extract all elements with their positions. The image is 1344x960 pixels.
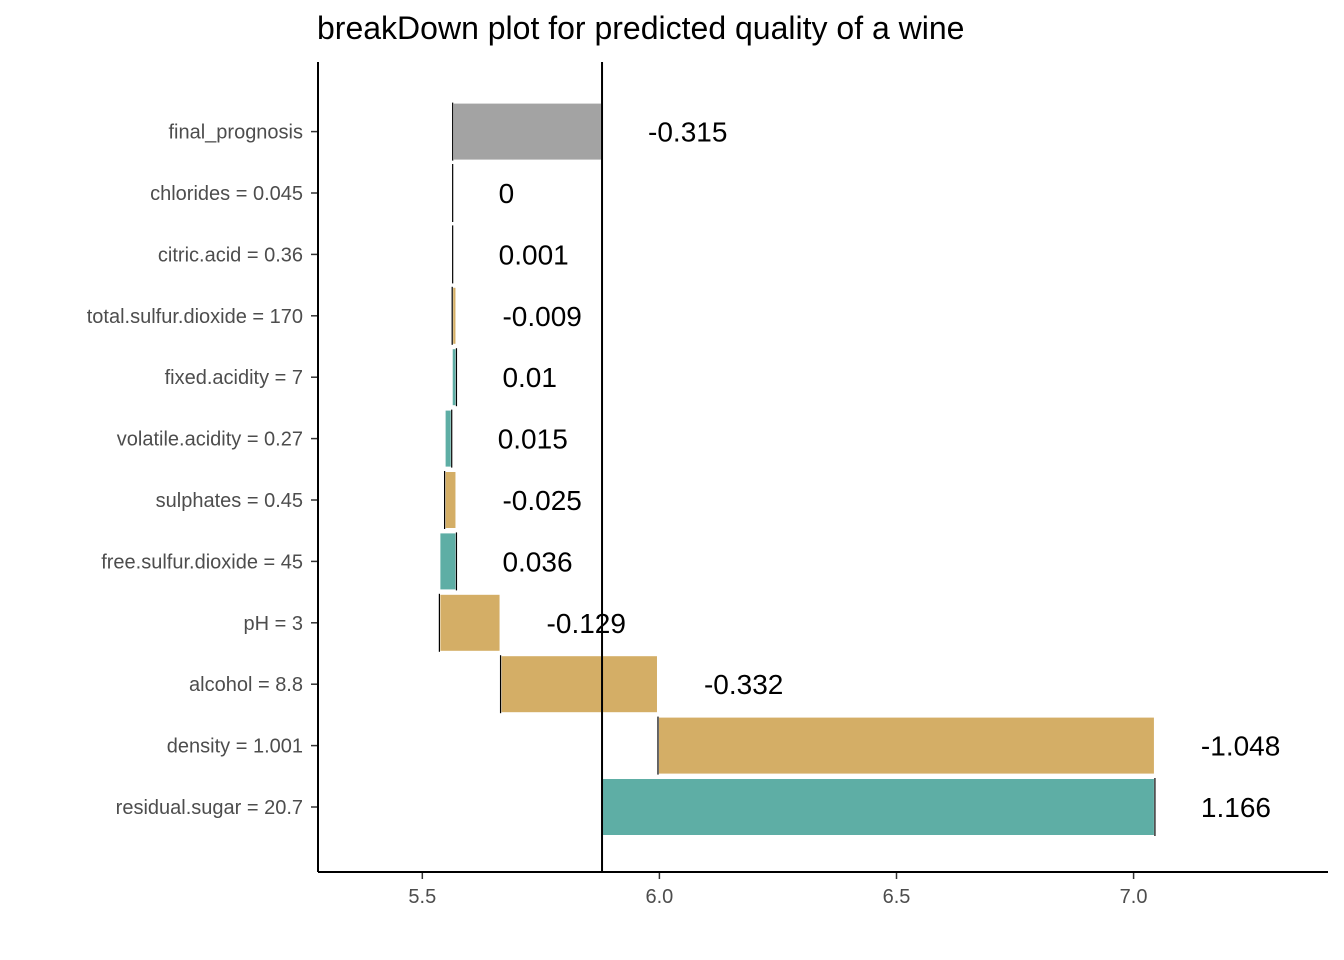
data-label-free-sulfur-dioxide-45: 0.036 xyxy=(502,546,572,577)
y-tick-label-sulphates-0-45: sulphates = 0.45 xyxy=(156,490,303,512)
y-tick-label-residual-sugar-20-7: residual.sugar = 20.7 xyxy=(116,797,303,819)
bar-fixed-acidity-7 xyxy=(450,347,458,408)
data-label-sulphates-0-45: -0.025 xyxy=(502,485,581,516)
x-tick-label-7.0: 7.0 xyxy=(1120,886,1148,908)
bar-residual-sugar-20-7 xyxy=(601,777,1156,837)
bar-final-prognosis xyxy=(451,101,604,162)
y-tick-label-alcohol-8-8: alcohol = 8.8 xyxy=(189,674,303,696)
data-label-ph-3: -0.129 xyxy=(547,608,626,639)
bar-ph-3 xyxy=(438,592,502,653)
y-tick-label-volatile-acidity-0-27: volatile.acidity = 0.27 xyxy=(117,429,303,451)
data-label-total-sulfur-dioxide-170: -0.009 xyxy=(502,301,581,332)
y-tick-label-ph-3: pH = 3 xyxy=(244,613,303,635)
data-label-alcohol-8-8: -0.332 xyxy=(704,669,783,700)
x-tick-label-6.0: 6.0 xyxy=(646,886,674,908)
bar-sulphates-0-45 xyxy=(443,470,458,530)
bars-layer xyxy=(438,101,1156,837)
bar-total-sulfur-dioxide-170 xyxy=(451,285,458,346)
bar-volatile-acidity-0-27 xyxy=(443,408,453,469)
x-tick-label-6.5: 6.5 xyxy=(883,886,911,908)
bar-alcohol-8-8 xyxy=(499,654,659,715)
y-tick-label-fixed-acidity-7: fixed.acidity = 7 xyxy=(165,367,303,389)
bar-free-sulfur-dioxide-45 xyxy=(438,531,458,592)
y-axis-labels: residual.sugar = 20.7 density = 1.001 alco… xyxy=(87,122,318,819)
x-axis: 5.5 6.0 6.5 7.0 xyxy=(408,872,1147,908)
y-tick-label-free-sulfur-dioxide-45: free.sulfur.dioxide = 45 xyxy=(101,551,303,573)
y-tick-label-total-sulfur-dioxide-170: total.sulfur.dioxide = 170 xyxy=(87,306,303,328)
chart-title: breakDown plot for predicted quality of … xyxy=(317,10,964,46)
data-label-fixed-acidity-7: 0.01 xyxy=(502,362,557,393)
data-labels-layer: 1.166 -1.048 -0.332 -0.129 0.036 -0.025 0.015 0… xyxy=(498,117,1281,823)
data-label-citric-acid-0-36: 0.001 xyxy=(499,239,569,270)
bar-density-1-001 xyxy=(656,715,1156,776)
x-tick-label-5.5: 5.5 xyxy=(408,886,436,908)
data-label-density-1-001: -1.048 xyxy=(1201,731,1280,762)
y-tick-label-citric-acid-0-36: citric.acid = 0.36 xyxy=(158,244,303,266)
y-tick-label-chlorides-0-045: chlorides = 0.045 xyxy=(150,183,303,205)
data-label-final-prognosis: -0.315 xyxy=(648,117,727,148)
data-label-volatile-acidity-0-27: 0.015 xyxy=(498,424,568,455)
y-tick-label-final-prognosis: final_prognosis xyxy=(168,122,303,144)
data-label-residual-sugar-20-7: 1.166 xyxy=(1201,792,1271,823)
y-tick-label-density-1-001: density = 1.001 xyxy=(167,736,303,758)
data-label-chlorides-0-045: 0 xyxy=(499,178,515,209)
